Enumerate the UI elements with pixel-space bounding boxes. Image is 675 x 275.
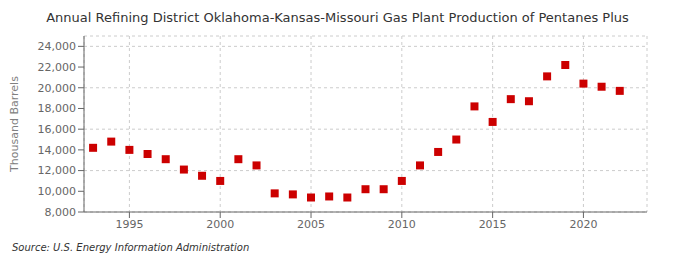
svg-text:2020: 2020 — [569, 218, 597, 231]
html-text:Annual Refining District Oklah: Annual Refining District Oklahoma-Kansas… — [46, 10, 629, 25]
svg-text:24,000: 24,000 — [38, 40, 77, 53]
svg-text:1995: 1995 — [115, 218, 143, 231]
svg-text:22,000: 22,000 — [38, 61, 77, 74]
svg-text:Thousand Barrels: Thousand Barrels — [8, 76, 21, 173]
svg-text:16,000: 16,000 — [38, 123, 77, 136]
svg-text:8,000: 8,000 — [45, 206, 77, 219]
svg-text:10,000: 10,000 — [38, 185, 77, 198]
html-text:Source: U.S. Energy Informatio: Source: U.S. Energy Information Administ… — [12, 242, 250, 253]
svg-text:20,000: 20,000 — [38, 82, 77, 95]
svg-text:2000: 2000 — [206, 218, 234, 231]
svg-text:12,000: 12,000 — [38, 164, 77, 177]
svg-text:2015: 2015 — [479, 218, 507, 231]
svg-text:14,000: 14,000 — [38, 144, 77, 157]
svg-text:18,000: 18,000 — [38, 102, 77, 115]
svg-text:2010: 2010 — [388, 218, 416, 231]
svg-text:2005: 2005 — [297, 218, 325, 231]
